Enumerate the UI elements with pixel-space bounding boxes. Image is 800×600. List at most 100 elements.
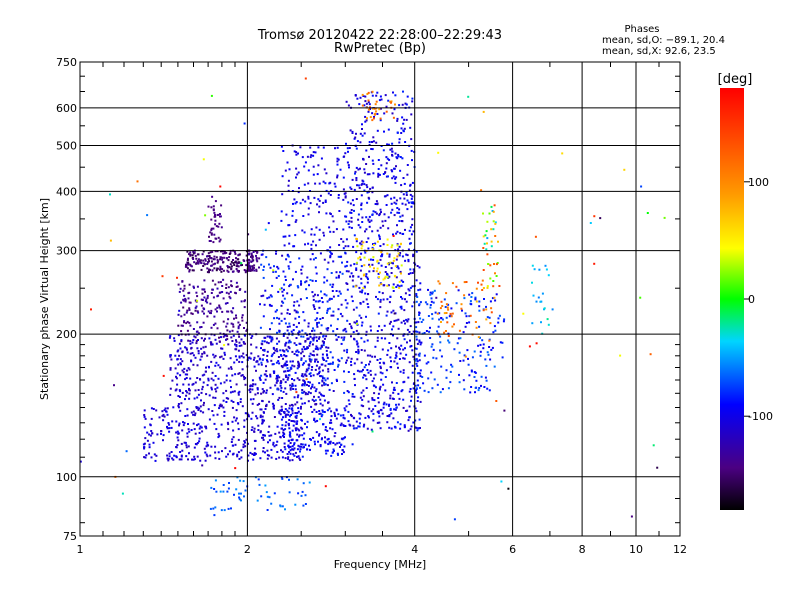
data-point [461, 309, 463, 312]
data-point [253, 454, 255, 456]
data-point [369, 258, 372, 261]
data-point [335, 290, 338, 292]
data-point [200, 298, 203, 301]
data-point [311, 383, 314, 386]
data-point [196, 299, 199, 302]
data-point [307, 169, 310, 172]
data-point [410, 197, 413, 200]
data-point [410, 395, 413, 398]
data-point [377, 272, 380, 275]
data-point [163, 415, 166, 418]
data-point [295, 176, 297, 179]
data-point [259, 326, 262, 329]
data-point [272, 269, 275, 272]
data-point [309, 202, 312, 205]
data-point [208, 235, 210, 238]
data-point [216, 287, 219, 290]
data-point [288, 434, 291, 436]
data-point [393, 386, 396, 389]
data-point [382, 149, 385, 152]
data-point [402, 122, 405, 125]
data-point [183, 313, 186, 316]
data-point [364, 416, 367, 419]
data-point [229, 297, 232, 300]
data-point [201, 385, 204, 388]
data-point [343, 417, 346, 420]
data-point [417, 321, 420, 324]
data-point [249, 398, 252, 401]
data-point [296, 420, 299, 423]
data-point [227, 453, 229, 456]
data-point [169, 367, 172, 370]
data-point [297, 152, 299, 155]
data-point [198, 407, 201, 410]
data-point [281, 424, 284, 427]
data-point [419, 301, 422, 304]
data-point [219, 366, 222, 369]
data-point [449, 381, 452, 384]
data-point [206, 455, 209, 458]
data-point [531, 281, 533, 284]
data-point [482, 269, 485, 271]
data-point [289, 387, 292, 390]
data-point [440, 300, 443, 303]
data-point [470, 369, 473, 372]
data-point [297, 455, 300, 458]
data-point [453, 518, 456, 521]
data-point [350, 364, 353, 367]
data-point [360, 337, 363, 340]
data-point [362, 300, 365, 303]
data-point [220, 270, 223, 273]
data-point [253, 452, 256, 455]
data-point [372, 117, 375, 120]
y-tick-label: 300 [56, 245, 77, 258]
data-point [391, 177, 394, 180]
data-point [344, 425, 347, 427]
data-point [350, 325, 353, 328]
data-point [206, 263, 209, 265]
data-point [489, 300, 492, 303]
data-point [382, 224, 385, 227]
data-point [230, 386, 232, 389]
data-point [270, 322, 273, 325]
data-point [384, 195, 387, 198]
data-point [331, 451, 334, 454]
data-point [190, 347, 193, 350]
data-point [238, 355, 241, 358]
data-point [268, 439, 271, 442]
data-point [343, 380, 346, 383]
data-point [359, 132, 362, 135]
data-point [219, 238, 222, 241]
data-point [320, 290, 322, 293]
data-point [300, 374, 303, 377]
data-point [221, 347, 224, 350]
data-point [152, 408, 155, 410]
data-point [409, 428, 412, 431]
data-point [268, 296, 271, 299]
data-point [292, 329, 295, 332]
data-point [478, 309, 481, 312]
data-point [182, 299, 185, 302]
data-point [367, 218, 370, 221]
data-point [276, 265, 279, 268]
data-point [346, 283, 349, 285]
data-point [366, 427, 369, 430]
data-point [319, 375, 322, 378]
data-point [296, 412, 299, 414]
data-point [203, 288, 206, 291]
data-point [369, 325, 372, 328]
data-point [249, 268, 252, 271]
data-point [216, 306, 219, 309]
data-point [193, 397, 196, 400]
data-point [237, 349, 240, 352]
data-point [538, 268, 541, 271]
data-point [391, 381, 393, 384]
data-point [169, 393, 172, 396]
data-point [166, 457, 169, 460]
data-point [199, 358, 202, 361]
data-point [274, 270, 277, 273]
data-point [196, 364, 199, 367]
data-point [288, 168, 291, 171]
data-point [329, 254, 332, 257]
data-point [402, 406, 405, 409]
